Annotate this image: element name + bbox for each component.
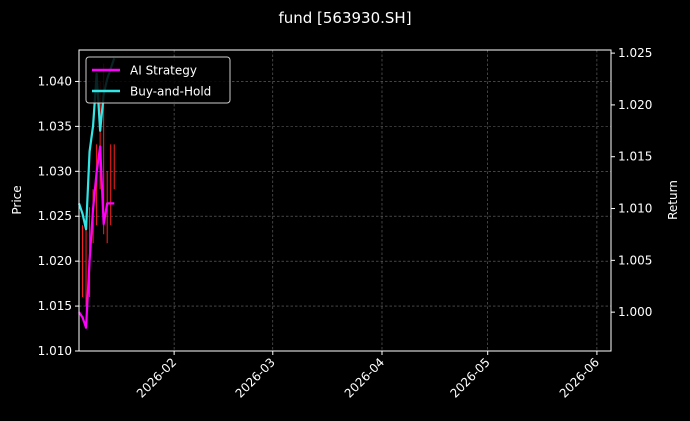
y-left-tick-label: 1.035: [38, 119, 72, 133]
legend: AI Strategy Buy-and-Hold: [85, 56, 231, 104]
x-axis: 2026-02 2026-03 2026-04 2026-05 2026-06: [134, 351, 602, 401]
y-axis-left: 1.010 1.015 1.020 1.025 1.030 1.035 1.040: [38, 74, 79, 358]
y-right-tick-label: 1.025: [618, 46, 652, 60]
y-left-tick-label: 1.030: [38, 164, 72, 178]
x-tick-label: 2026-02: [134, 355, 179, 400]
y-left-tick-label: 1.020: [38, 254, 72, 268]
y-axis-left-label: Price: [10, 185, 24, 214]
legend-label-ai-strategy: AI Strategy: [130, 64, 197, 78]
grid: [79, 50, 611, 352]
x-tick-label: 2026-04: [342, 355, 387, 400]
series-line-ai-strategy: [78, 145, 115, 329]
y-right-tick-label: 1.020: [618, 98, 652, 112]
y-right-tick-label: 1.015: [618, 150, 652, 164]
y-left-tick-label: 1.025: [38, 209, 72, 223]
y-right-tick-label: 1.000: [618, 305, 652, 319]
x-tick-label: 2026-06: [557, 355, 602, 400]
plot-frame: [78, 49, 612, 352]
chart-title: fund [563930.SH]: [278, 9, 411, 27]
y-axis-right: 1.000 1.005 1.010 1.015 1.020 1.025: [611, 46, 652, 319]
y-right-tick-label: 1.005: [618, 253, 652, 267]
x-tick-label: 2026-03: [233, 355, 278, 400]
y-axis-right-label: Return: [666, 180, 680, 220]
legend-label-buy-and-hold: Buy-and-Hold: [130, 85, 211, 99]
y-left-tick-label: 1.015: [38, 299, 72, 313]
y-right-tick-label: 1.010: [618, 202, 652, 216]
legend-box: [85, 56, 231, 104]
x-tick-label: 2026-05: [447, 355, 492, 400]
y-left-tick-label: 1.040: [38, 74, 72, 88]
y-left-tick-label: 1.010: [38, 344, 72, 358]
